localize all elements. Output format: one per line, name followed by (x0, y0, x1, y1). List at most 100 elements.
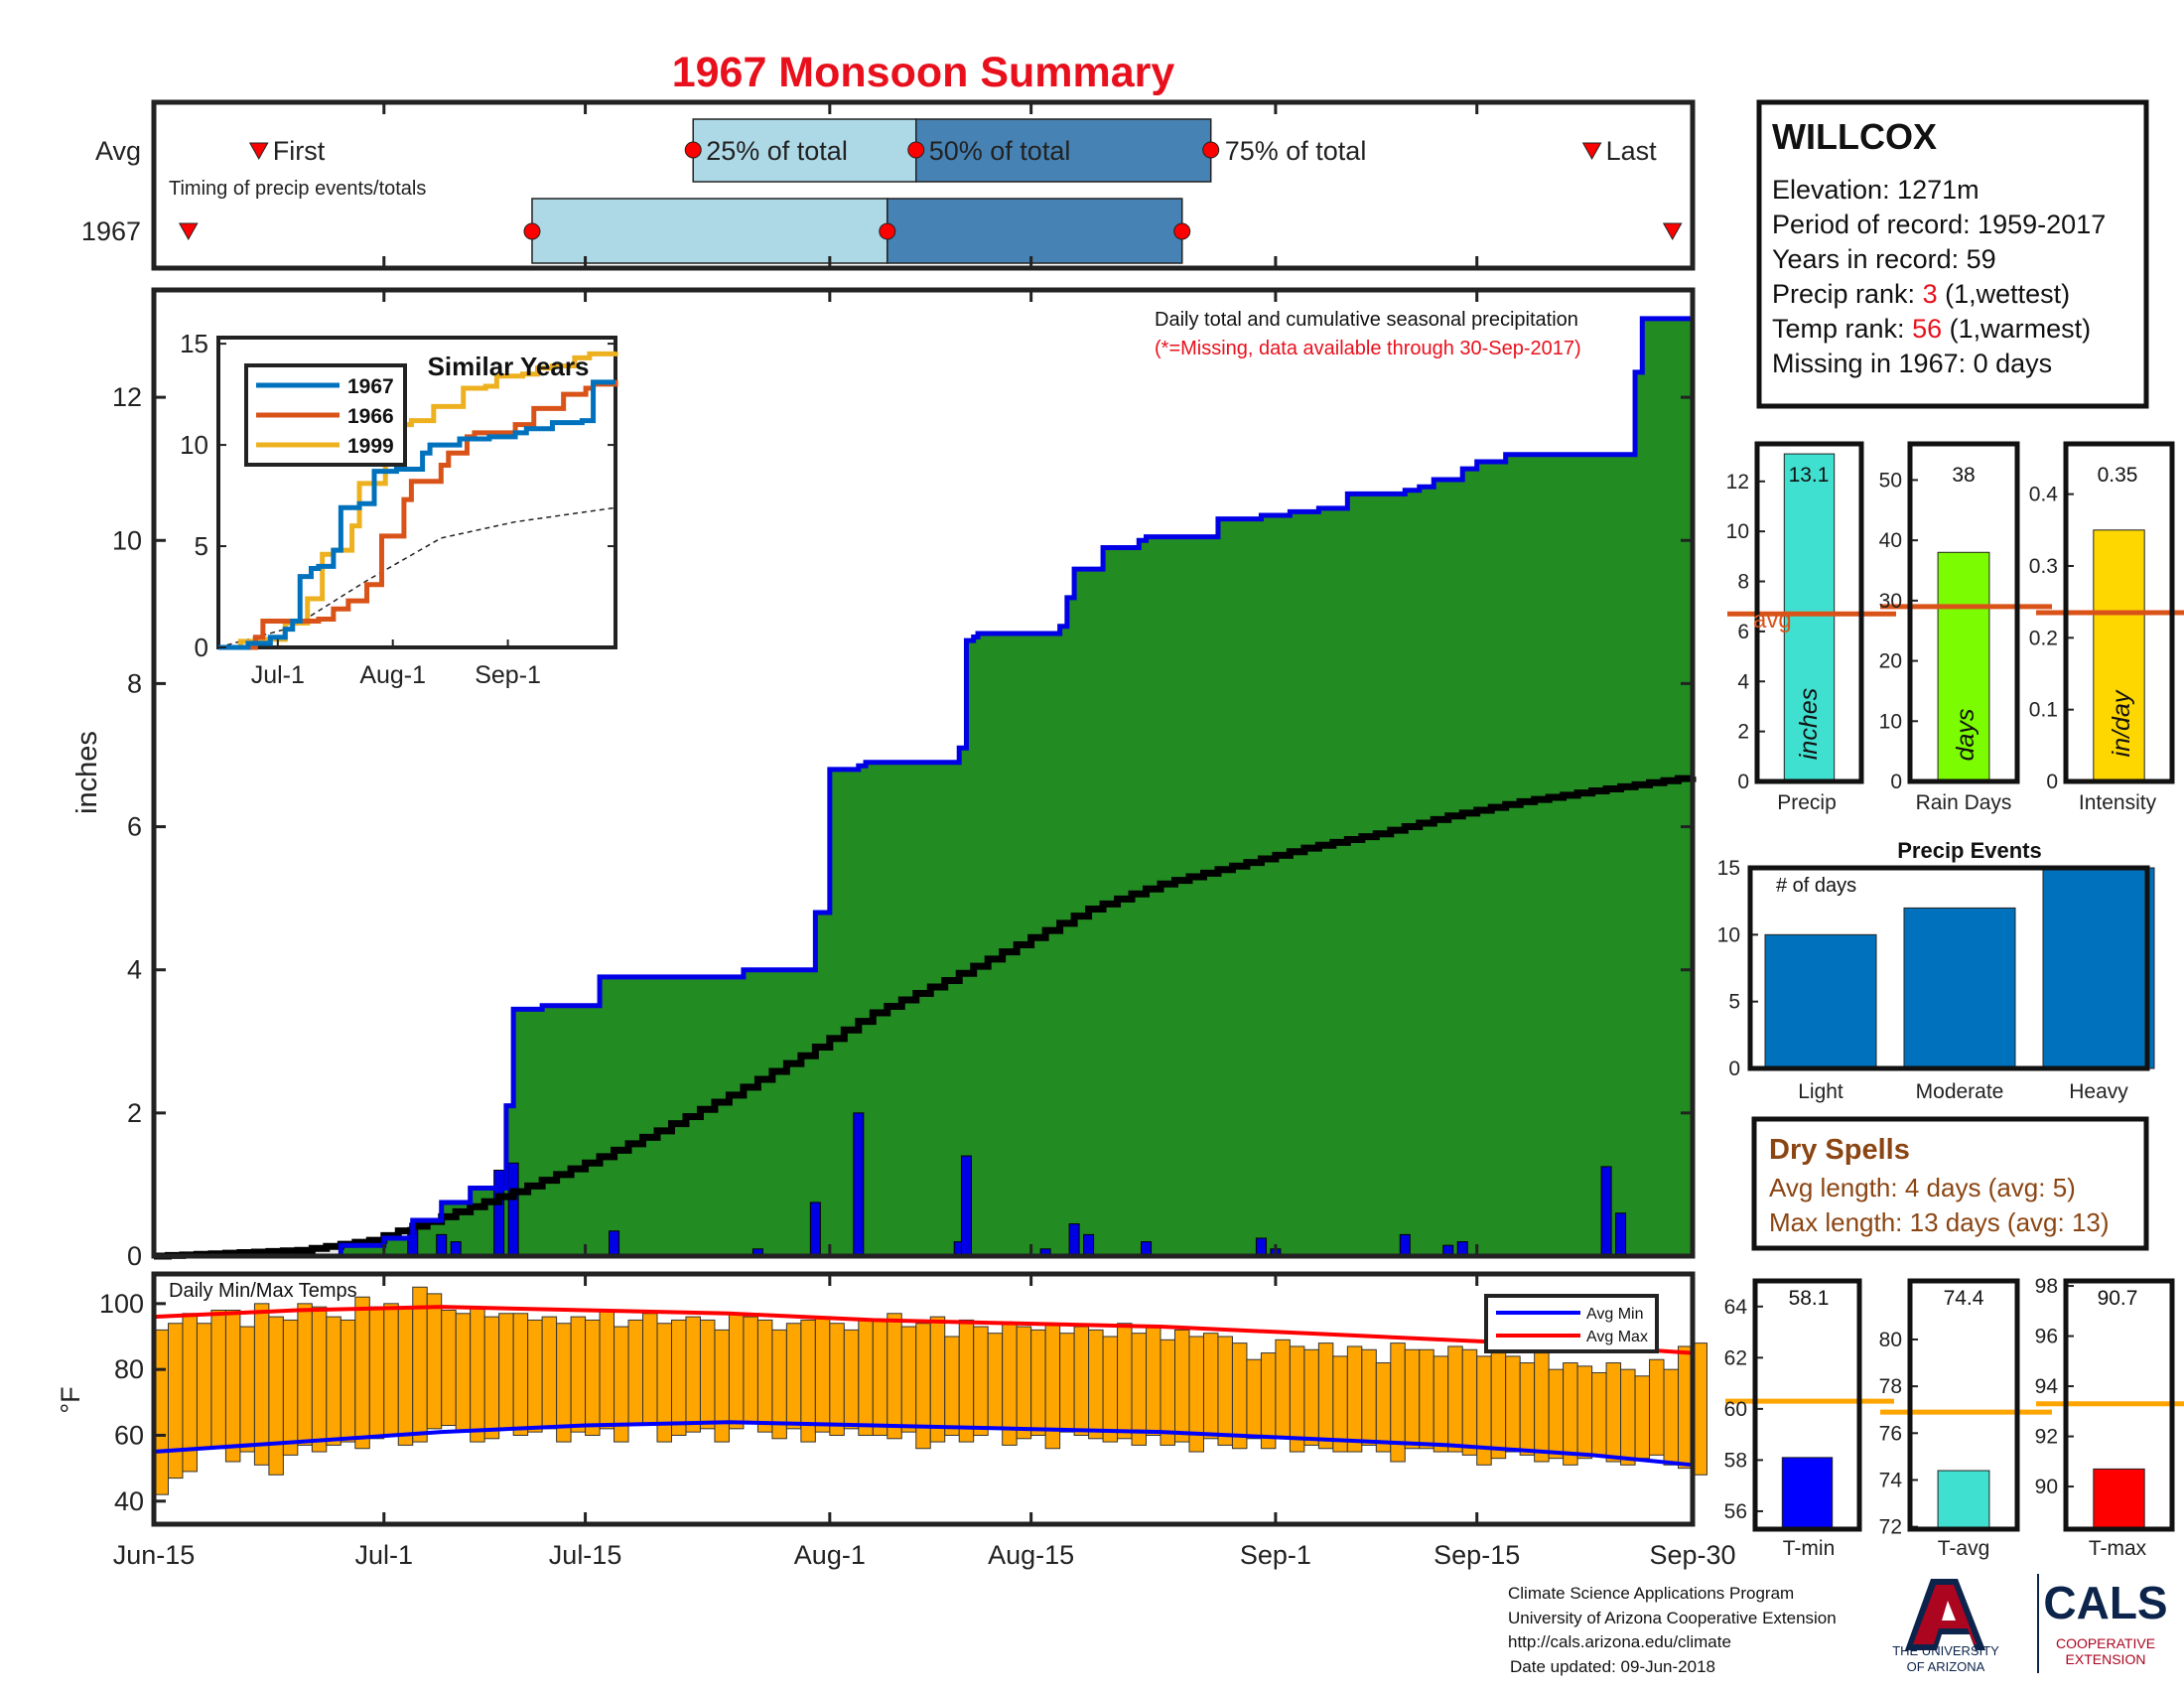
events-frame (1747, 865, 2150, 1071)
daily-precip-bar (436, 1233, 448, 1257)
daily-temp-bar (541, 1316, 558, 1430)
daily-temp-bar (1174, 1329, 1190, 1443)
tavg-panel-ytick-label: 80 (1879, 1329, 1902, 1351)
main-ytick-label: 6 (127, 812, 142, 842)
daily-temp-bar (1548, 1368, 1565, 1460)
daily-temp-bar (297, 1303, 313, 1446)
daily-temp-bar (1605, 1362, 1622, 1463)
p25-label: 25% of total (706, 136, 848, 166)
footer-line2: University of Arizona Cooperative Extens… (1508, 1609, 1837, 1627)
tavg-panel-frame (1907, 1278, 2020, 1532)
legend-avg-min-label: Avg Min (1586, 1306, 1644, 1323)
daily-temp-bar (556, 1323, 572, 1443)
station-period: Period of record: 1959-2017 (1772, 210, 2106, 239)
daily-temp-bar (1461, 1348, 1478, 1456)
daily-temp-bar (196, 1323, 212, 1450)
tmax-panel-ytick-label: 92 (2035, 1426, 2058, 1449)
daily-temp-bar (311, 1306, 328, 1453)
xtick-label: Sep-30 (1649, 1540, 1735, 1570)
precip-total-panel: Precip inches 13.1 avg (1753, 464, 1837, 814)
legend-1966-label: 1966 (347, 405, 394, 428)
cals-coop-line2: EXTENSION (2066, 1651, 2146, 1667)
daily-temp-bar (987, 1333, 1004, 1430)
daily-temp-bar (1563, 1362, 1578, 1466)
intensity-panel-ytick-label: 0.3 (2029, 555, 2058, 578)
inset-avg-line (217, 506, 616, 648)
daily-temp-bar (585, 1319, 601, 1436)
inset-title: Similar Years (428, 352, 590, 381)
legend-avg-max-label: Avg Max (1586, 1329, 1648, 1345)
ua-line2: OF ARIZONA (1907, 1659, 1985, 1674)
daily-temp-bar (397, 1306, 414, 1446)
tmin-panel-ytick-label: 60 (1724, 1398, 1747, 1421)
daily-temp-bar (1059, 1333, 1075, 1433)
tmin-label: T-min (1783, 1537, 1836, 1560)
temps-panel-label: Daily Min/Max Temps (169, 1280, 357, 1302)
timing-dot-marker (684, 141, 702, 159)
daily-temp-bar (1404, 1348, 1421, 1450)
daily-temp-bar (268, 1316, 284, 1476)
inset-xtick-label: Aug-1 (359, 661, 426, 689)
daily-precip-bar (1399, 1233, 1411, 1257)
daily-temp-bar (441, 1309, 457, 1427)
tmin-panel-ytick-label: 64 (1724, 1296, 1748, 1319)
xtick-label: Jul-1 (355, 1540, 414, 1570)
daily-precip-bar (507, 1162, 519, 1257)
events-xtick-label: Light (1798, 1080, 1843, 1103)
daily-temp-bar (239, 1326, 255, 1453)
daily-temp-bar (627, 1319, 644, 1427)
daily-temp-bar (599, 1309, 615, 1430)
daily-temp-bar (1317, 1342, 1334, 1450)
block-a-icon (1905, 1579, 1985, 1650)
daily-temp-bar (1073, 1326, 1090, 1436)
tmax-panel-ytick-label: 94 (2035, 1375, 2059, 1398)
timing-row-avg-label: Avg (95, 136, 141, 166)
dry-avg-length: Avg length: 4 days (avg: 5) (1769, 1173, 2076, 1202)
daily-precip-bar (609, 1230, 620, 1257)
daily-temp-bar (1030, 1329, 1046, 1436)
raindays-panel-frame (1907, 441, 2020, 784)
daily-temp-bar (1663, 1368, 1680, 1466)
intensity-panel-ytick-label: 0 (2046, 771, 2058, 793)
precip-panel-ytick-label: 10 (1726, 520, 1749, 543)
daily-temp-bar (224, 1309, 241, 1463)
daily-temp-bar (1303, 1348, 1319, 1446)
daily-temp-bar (728, 1313, 745, 1430)
precip-panel-ytick-label: 0 (1737, 771, 1749, 793)
timing-row-year-label: 1967 (81, 216, 141, 246)
daily-temp-bar (1576, 1365, 1593, 1460)
intensity-panel-ytick-label: 0.2 (2029, 627, 2058, 649)
footer-credits: Climate Science Applications Program Uni… (1508, 1584, 1837, 1676)
temps-ylabel: °F (56, 1386, 85, 1413)
cumulative-1967-line (154, 316, 1693, 1259)
ua-line1: THE UNIVERSITY (1892, 1643, 1999, 1658)
tmax-panel-frame (2063, 1278, 2175, 1532)
daily-temp-bar (1591, 1371, 1607, 1456)
tmin-panel-ytick-label: 56 (1724, 1500, 1747, 1523)
daily-temp-bar (814, 1316, 831, 1433)
events-ytick-label: 0 (1728, 1058, 1740, 1080)
timing-caption: Timing of precip events/totals (169, 178, 426, 200)
temp-ytick-label: 100 (99, 1289, 144, 1319)
precip-panel-frame (1754, 441, 1864, 784)
inset-ytick-label: 15 (180, 329, 208, 358)
intensity-panel-ytick-label: 0.4 (2029, 484, 2059, 506)
daily-temp-bar (426, 1293, 443, 1430)
daily-temp-bar (340, 1319, 356, 1443)
series-1967-line (218, 379, 615, 650)
year-q2-q3-box (887, 198, 1183, 264)
daily-temp-bar (872, 1319, 888, 1436)
xtick-label: Sep-1 (1240, 1540, 1311, 1570)
daily-precip-bar (1615, 1212, 1627, 1257)
daily-temp-bar (1260, 1352, 1277, 1450)
daily-temp-bar (642, 1313, 658, 1427)
footer-line3: http://cals.arizona.edu/climate (1508, 1632, 1731, 1651)
temps-legend (1484, 1294, 1659, 1353)
events-bar (1764, 933, 1877, 1069)
precip-value-label: 13.1 (1789, 464, 1830, 487)
main-legend-line1: Daily total and cumulative seasonal prec… (1155, 309, 1578, 331)
station-years: Years in record: 59 (1772, 244, 1996, 274)
events-ytick-label: 10 (1717, 923, 1740, 946)
daily-temp-bar (570, 1316, 587, 1433)
